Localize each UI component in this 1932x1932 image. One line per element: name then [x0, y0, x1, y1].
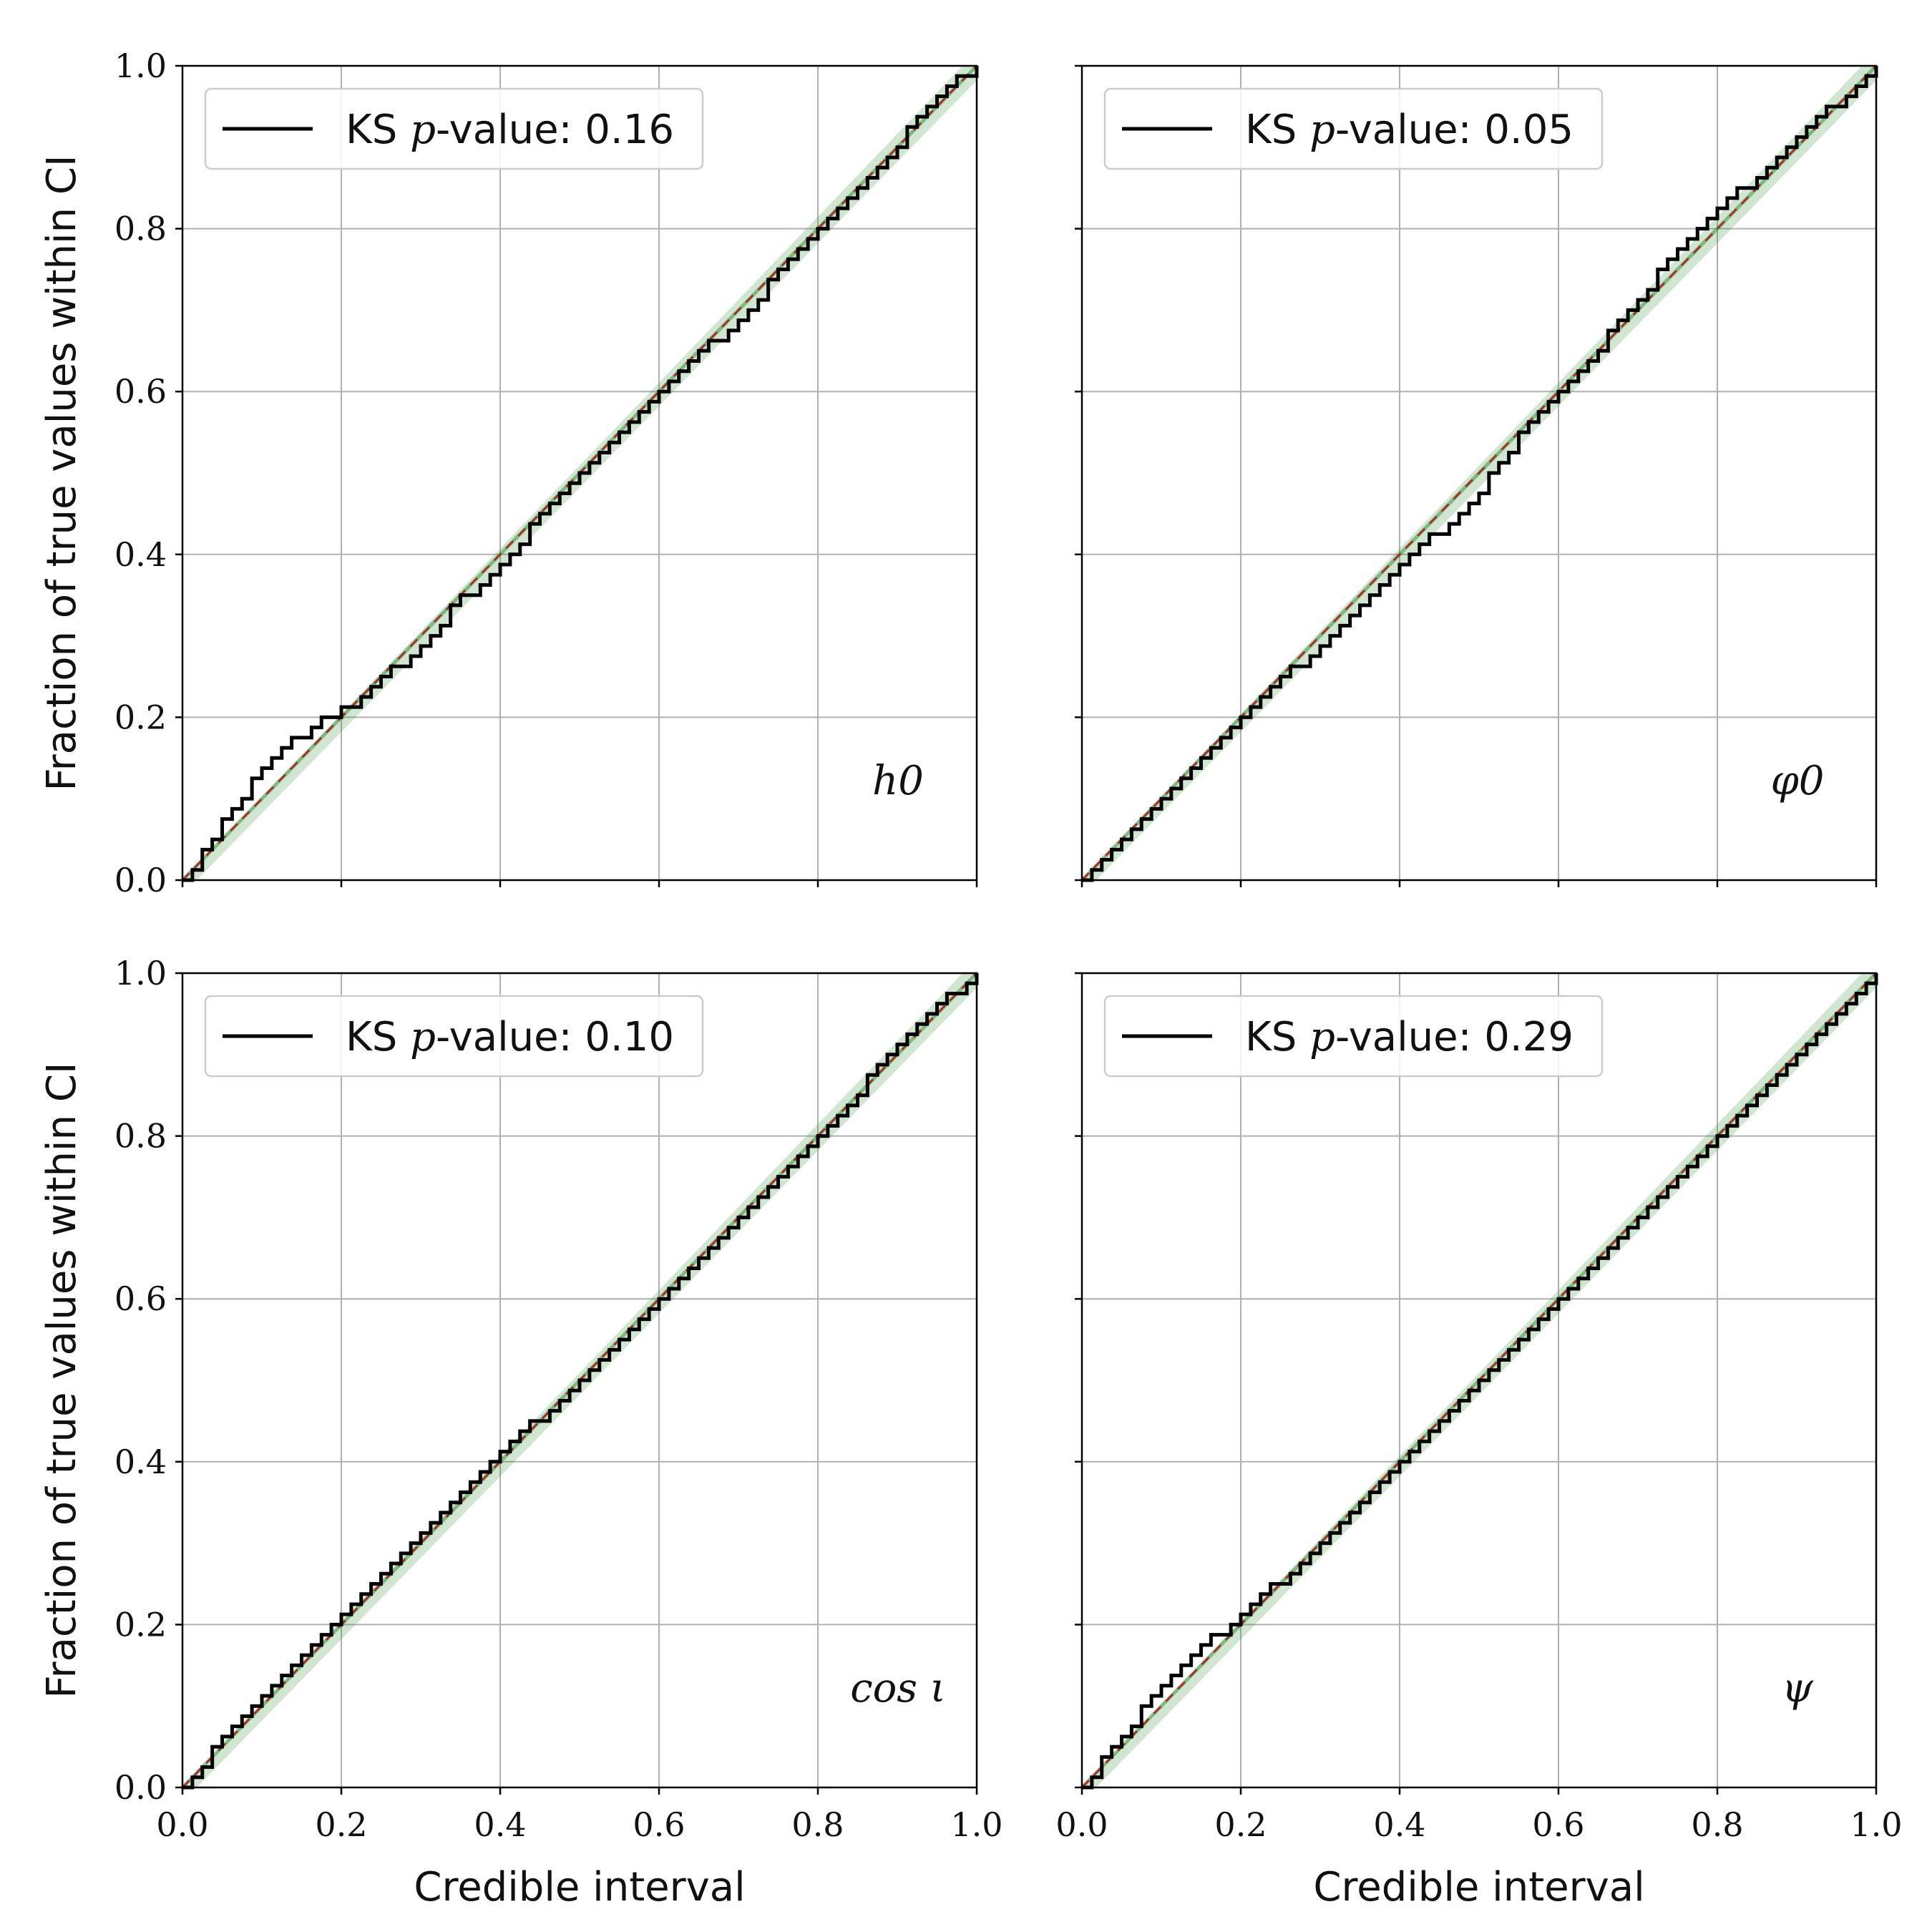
parameter-label: h0 [872, 758, 924, 804]
legend-label-prefix: KS [1245, 107, 1309, 153]
legend-label-prefix: KS [346, 107, 410, 153]
x-axis-label: Credible interval [1313, 1864, 1644, 1911]
axes-frame [1080, 64, 1878, 882]
x-tick-label: 0.0 [156, 1805, 208, 1844]
y-tick-label: 1.0 [114, 954, 167, 992]
y-axis-label: Fraction of true values within CI [39, 155, 85, 791]
y-tick-label: 1.0 [114, 47, 167, 85]
ks-step-line [182, 973, 979, 1790]
chart-panel-4: 0.0 0.2 0.4 0.6 0.8 1.0 Credible interval KS p-… [1055, 972, 1903, 1911]
y-tick-label: 0.0 [114, 1768, 167, 1807]
ks-step-line [182, 66, 979, 882]
axes-frame [181, 64, 978, 882]
x-tick-label: 1.0 [1850, 1805, 1902, 1844]
x-tick-label: 0.4 [474, 1805, 526, 1844]
ks-step-line [1082, 66, 1878, 882]
legend-label-italic: p [1309, 1014, 1335, 1060]
y-tick-label: 0.6 [114, 1279, 167, 1318]
parameter-label: cos ι [850, 1665, 946, 1712]
legend-box [204, 87, 704, 170]
legend-label-suffix: -value: 0.05 [1335, 107, 1574, 153]
diagonal-reference-line [1081, 65, 1877, 881]
x-tick-label: 0.2 [315, 1805, 367, 1844]
ks-step-line [1082, 973, 1878, 1790]
x-tick-label: 0.2 [1214, 1805, 1267, 1844]
y-tick-label: 0.2 [114, 698, 167, 736]
x-tick-label: 0.0 [1055, 1805, 1108, 1844]
x-tick-label: 1.0 [950, 1805, 1002, 1844]
y-tick-label: 0.4 [114, 535, 167, 574]
y-tick-label: 0.4 [114, 1443, 167, 1481]
x-tick-label: 0.4 [1373, 1805, 1425, 1844]
legend-label-suffix: -value: 0.29 [1335, 1014, 1574, 1060]
y-tick-label: 0.8 [114, 1117, 167, 1156]
x-tick-label: 0.8 [1691, 1805, 1743, 1844]
legend: KS p-value: 0.29 [1103, 995, 1604, 1078]
legend-box [204, 995, 704, 1078]
legend-box [1103, 995, 1604, 1078]
axes-frame [1080, 972, 1878, 1789]
legend-label: KS p-value: 0.29 [1245, 1014, 1574, 1060]
legend-label: KS p-value: 0.10 [346, 1014, 674, 1060]
axes-frame [181, 972, 978, 1789]
legend-label-suffix: -value: 0.10 [436, 1014, 674, 1060]
legend-label-prefix: KS [1245, 1014, 1309, 1060]
parameter-label: φ0 [1771, 758, 1825, 804]
x-tick-label: 0.6 [633, 1805, 685, 1844]
legend: KS p-value: 0.16 [204, 87, 704, 170]
y-axis-label: Fraction of true values within CI [39, 1062, 85, 1698]
parameter-label: ψ [1782, 1665, 1814, 1712]
x-axis-label: Credible interval [414, 1864, 745, 1911]
x-tick-label: 0.8 [791, 1805, 844, 1844]
legend-label-italic: p [410, 1014, 436, 1060]
legend: KS p-value: 0.05 [1103, 87, 1604, 170]
legend: KS p-value: 0.10 [204, 995, 704, 1078]
chart-panel-1: 0.0 0.2 0.4 0.6 0.8 1.0 Fraction of true value… [39, 47, 979, 899]
legend-label: KS p-value: 0.05 [1245, 107, 1574, 153]
legend-label-italic: p [1309, 107, 1335, 153]
legend-label-prefix: KS [346, 1014, 410, 1060]
legend-label-italic: p [410, 107, 436, 153]
legend-box [1103, 87, 1604, 170]
x-tick-label: 0.6 [1532, 1805, 1584, 1844]
y-tick-label: 0.8 [114, 210, 167, 248]
chart-panel-3: 0.0 0.2 0.4 0.6 0.8 1.0 0.0 0.2 0.4 0.6 0.8 1.0 Frac… [39, 954, 1003, 1911]
chart-panel-2: KS p-value: 0.05 φ0 [1075, 64, 1878, 887]
y-tick-label: 0.6 [114, 372, 167, 411]
y-tick-label: 0.0 [114, 861, 167, 899]
legend-label-suffix: -value: 0.16 [436, 107, 674, 153]
legend-label: KS p-value: 0.16 [346, 107, 674, 153]
y-tick-label: 0.2 [114, 1605, 167, 1644]
